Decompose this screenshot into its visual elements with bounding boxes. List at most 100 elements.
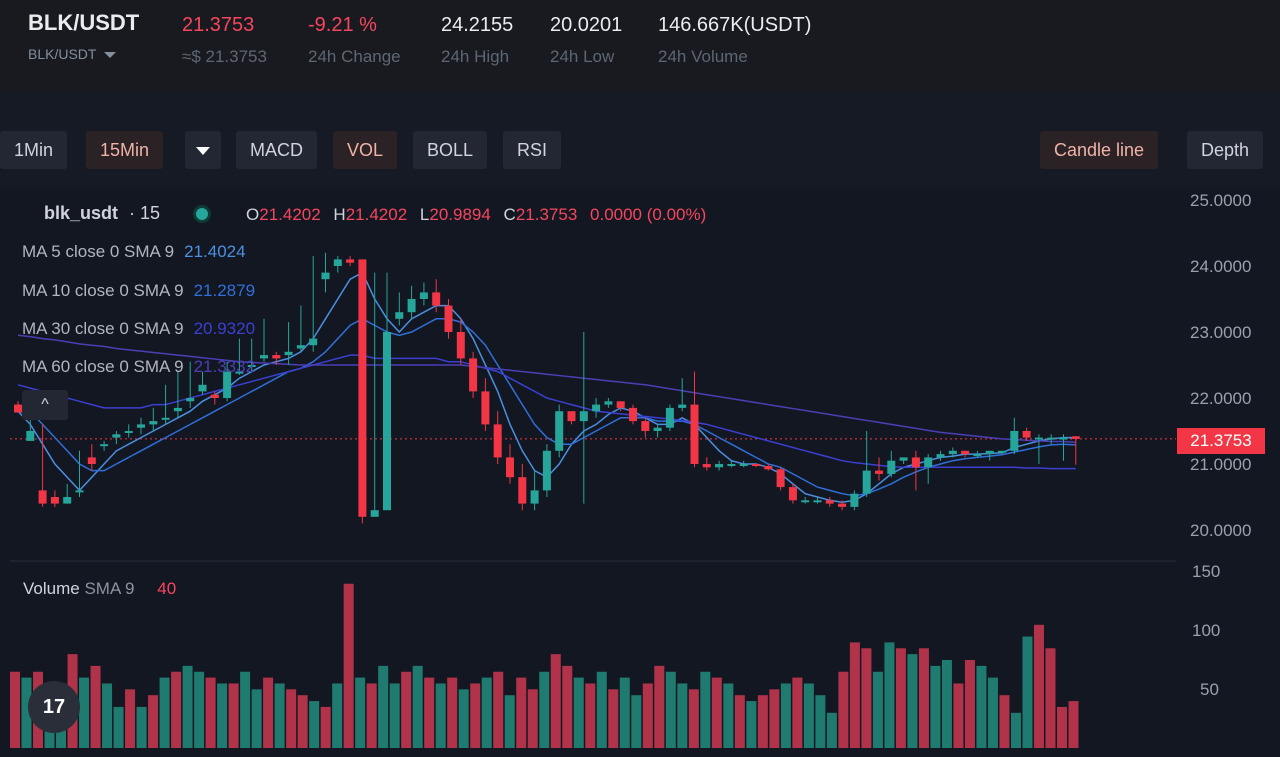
candlestick	[924, 454, 933, 484]
change-label: 24h Change	[308, 47, 401, 66]
candle-body	[1022, 431, 1031, 438]
candlestick	[629, 404, 637, 425]
candlestick	[149, 407, 158, 431]
candlestick	[14, 401, 22, 413]
ma-value: 20.9320	[193, 319, 256, 338]
candle-body	[727, 464, 736, 466]
volume-bar	[309, 701, 320, 748]
candlestick	[419, 282, 428, 306]
volume-bar	[976, 665, 987, 748]
volume-bar	[401, 671, 412, 748]
candlestick	[616, 401, 625, 412]
ma-legend-row: MA 30 close 0 SMA 9 20.9320	[22, 319, 255, 339]
price-axis-label: 23.0000	[1190, 323, 1252, 342]
candle-body	[38, 490, 47, 504]
candlestick	[1047, 434, 1056, 445]
volume-bar	[389, 683, 400, 748]
candle-body	[383, 332, 391, 511]
legend-interval: · 15	[129, 203, 161, 223]
interval-dropdown-button[interactable]	[185, 131, 221, 169]
candle-body	[87, 457, 96, 464]
candle-body	[911, 457, 920, 468]
candle-body	[813, 500, 822, 503]
volume-bar	[481, 677, 492, 748]
candle-body	[235, 371, 244, 374]
volume-axis-label: 150	[1192, 562, 1221, 581]
candle-body	[173, 407, 182, 412]
volume-bar	[757, 695, 768, 748]
ma-label: MA 30 close 0 SMA 9	[22, 319, 184, 338]
volume-bar	[826, 712, 837, 748]
boll-button[interactable]: BOLL	[413, 131, 488, 169]
volume-bar	[930, 665, 941, 748]
pair-selector[interactable]: BLK/USDT	[28, 46, 117, 62]
candlestick	[38, 424, 47, 507]
candle-body	[961, 450, 970, 455]
ma-value: 21.3332	[193, 357, 256, 376]
candle-body	[924, 457, 933, 468]
candlestick	[469, 351, 478, 398]
candle-body	[198, 384, 207, 392]
candlestick	[223, 361, 232, 402]
interval-1min-button[interactable]: 1Min	[0, 131, 68, 169]
candle-body	[653, 427, 662, 431]
candle-body	[419, 292, 428, 299]
candlestick	[973, 450, 982, 458]
candle-body	[985, 450, 994, 455]
collapse-legend-button[interactable]: ^	[22, 390, 68, 420]
candlestick	[592, 398, 601, 418]
volume-bar	[470, 683, 481, 748]
volume-bar	[573, 677, 584, 748]
candle-body	[1010, 431, 1019, 451]
candlestick	[518, 464, 527, 511]
candle-body	[272, 355, 281, 359]
high-label: 24h High	[441, 47, 510, 66]
candlestick	[75, 450, 84, 497]
candlestick	[333, 256, 342, 273]
volume-bar	[125, 689, 136, 748]
volume-bar	[458, 689, 469, 748]
volume-bar	[1056, 706, 1067, 748]
current-price-tag: 21.3753	[1177, 428, 1265, 454]
candle-body	[309, 338, 318, 346]
volume-bar	[148, 695, 159, 748]
candlestick	[604, 398, 613, 408]
tradingview-logo-icon[interactable]: 17	[28, 681, 80, 733]
candle-line-button[interactable]: Candle line	[1040, 131, 1159, 169]
candle-body	[838, 503, 847, 507]
volume-legend: Volume SMA 9 40	[23, 579, 176, 599]
volume-bar	[838, 671, 849, 748]
volume-axis-label: 50	[1200, 680, 1219, 699]
candlestick	[112, 431, 121, 445]
candle-body	[788, 487, 797, 501]
candle-body	[801, 500, 810, 503]
interval-15min-button[interactable]: 15Min	[86, 131, 164, 169]
candle-body	[1059, 437, 1068, 440]
volume-bar	[585, 683, 596, 748]
candlestick	[752, 464, 760, 468]
volume-bar	[596, 671, 607, 748]
low-label: 24h Low	[550, 47, 615, 66]
volume-bar	[861, 648, 872, 748]
change-stat: -9.21 % 24h Change	[308, 14, 401, 67]
vol-button[interactable]: VOL	[333, 131, 398, 169]
volume-bar	[343, 583, 354, 748]
price-axis-label: 25.0000	[1190, 191, 1252, 210]
candle-body	[752, 464, 760, 466]
candle-body	[542, 450, 551, 491]
macd-button[interactable]: MACD	[236, 131, 317, 169]
candlestick	[899, 457, 908, 464]
depth-button[interactable]: Depth	[1187, 131, 1264, 169]
candle-body	[850, 493, 859, 507]
candle-body	[739, 464, 748, 466]
candlestick	[641, 417, 650, 438]
candlestick	[247, 338, 256, 372]
last-price-usd: ≈$ 21.3753	[182, 47, 267, 66]
candle-body	[63, 497, 72, 504]
rsi-button[interactable]: RSI	[503, 131, 562, 169]
ohlc-low: 20.9894	[429, 205, 491, 224]
candle-body	[321, 272, 330, 280]
chart-area[interactable]	[0, 188, 1280, 757]
candlestick	[690, 371, 699, 468]
